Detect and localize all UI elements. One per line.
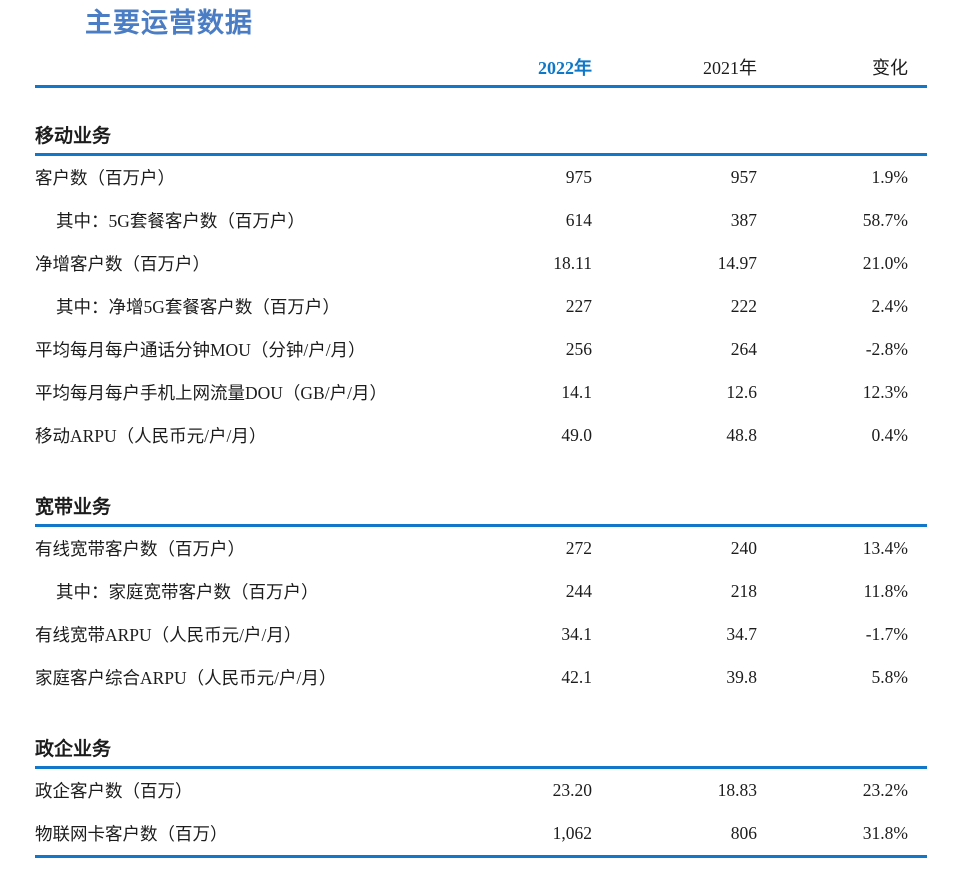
value-change: 11.8% xyxy=(863,581,908,602)
value-change: 12.3% xyxy=(862,382,908,403)
value-2021: 387 xyxy=(730,210,757,231)
table-row: 物联网卡客户数（百万） 1,062 806 31.8% xyxy=(35,812,927,855)
section-broadband: 宽带业务 有线宽带客户数（百万户） 272 240 13.4% 其中：家庭宽带客… xyxy=(35,497,927,699)
table-row: 家庭客户综合ARPU（人民币元/户/月） 42.1 39.8 5.8% xyxy=(35,656,927,699)
value-change: 21.0% xyxy=(862,253,908,274)
value-2021: 957 xyxy=(730,167,757,188)
report-page: 主要运营数据 2022年 2021年 变化 移动业务 客户数（百万户） 975 … xyxy=(35,8,927,859)
value-2021: 264 xyxy=(730,339,757,360)
row-label: 客户数（百万户） xyxy=(35,168,175,189)
table-row: 其中：5G套餐客户数（百万户） 614 387 58.7% xyxy=(35,199,927,242)
value-change: 23.2% xyxy=(862,780,908,801)
row-label: 其中：净增5G套餐客户数（百万户） xyxy=(56,297,340,318)
value-2021: 18.83 xyxy=(717,780,757,801)
section-enterprise: 政企业务 政企客户数（百万） 23.20 18.83 23.2% 物联网卡客户数… xyxy=(35,739,927,855)
value-2022: 227 xyxy=(565,296,592,317)
value-change: 13.4% xyxy=(862,538,908,559)
row-label: 家庭客户综合ARPU（人民币元/户/月） xyxy=(35,668,337,689)
value-2022: 49.0 xyxy=(561,425,592,446)
value-2021: 222 xyxy=(730,296,757,317)
value-2021: 12.6 xyxy=(726,382,757,403)
section-mobile: 移动业务 客户数（百万户） 975 957 1.9% 其中：5G套餐客户数（百万… xyxy=(35,126,927,457)
table-row: 平均每月每户通话分钟MOU（分钟/户/月） 256 264 -2.8% xyxy=(35,328,927,371)
section-title-broadband: 宽带业务 xyxy=(35,497,927,528)
column-header-2021: 2021年 xyxy=(703,58,757,79)
section-title-mobile: 移动业务 xyxy=(35,126,927,157)
value-2021: 34.7 xyxy=(726,624,757,645)
value-change: 1.9% xyxy=(871,167,908,188)
row-label: 物联网卡客户数（百万） xyxy=(35,824,228,845)
table-row: 有线宽带客户数（百万户） 272 240 13.4% xyxy=(35,527,927,570)
value-2021: 39.8 xyxy=(726,667,757,688)
row-label: 净增客户数（百万户） xyxy=(35,254,210,275)
row-label: 有线宽带客户数（百万户） xyxy=(35,539,245,560)
table-row: 客户数（百万户） 975 957 1.9% xyxy=(35,156,927,199)
value-2022: 244 xyxy=(565,581,592,602)
value-2022: 614 xyxy=(565,210,592,231)
value-2021: 806 xyxy=(730,823,757,844)
value-2022: 14.1 xyxy=(561,382,592,403)
value-change: 5.8% xyxy=(871,667,908,688)
value-change: -2.8% xyxy=(865,339,908,360)
value-change: 31.8% xyxy=(862,823,908,844)
value-change: 58.7% xyxy=(862,210,908,231)
value-2022: 272 xyxy=(565,538,592,559)
table-row: 移动ARPU（人民币元/户/月） 49.0 48.8 0.4% xyxy=(35,414,927,457)
value-2022: 18.11 xyxy=(553,253,592,274)
header-spacer xyxy=(35,79,432,85)
column-header-change: 变化 xyxy=(872,58,908,79)
row-label: 其中：家庭宽带客户数（百万户） xyxy=(56,582,319,603)
value-2022: 23.20 xyxy=(552,780,592,801)
table-row: 其中：净增5G套餐客户数（百万户） 227 222 2.4% xyxy=(35,285,927,328)
value-2022: 42.1 xyxy=(561,667,592,688)
page-title: 主要运营数据 xyxy=(85,8,253,38)
value-2021: 218 xyxy=(730,581,757,602)
value-change: -1.7% xyxy=(865,624,908,645)
value-2021: 48.8 xyxy=(726,425,757,446)
row-label: 平均每月每户手机上网流量DOU（GB/户/月） xyxy=(35,383,387,404)
value-2022: 975 xyxy=(565,167,592,188)
value-2022: 256 xyxy=(565,339,592,360)
row-label: 平均每月每户通话分钟MOU（分钟/户/月） xyxy=(35,340,366,361)
row-label: 其中：5G套餐客户数（百万户） xyxy=(56,211,305,232)
table-row: 政企客户数（百万） 23.20 18.83 23.2% xyxy=(35,769,927,812)
column-header-2022: 2022年 xyxy=(538,58,592,79)
table-row: 净增客户数（百万户） 18.11 14.97 21.0% xyxy=(35,242,927,285)
value-change: 0.4% xyxy=(871,425,908,446)
row-label: 政企客户数（百万） xyxy=(35,781,193,802)
table-bottom-rule xyxy=(35,855,927,859)
value-2022: 34.1 xyxy=(561,624,592,645)
table-row: 其中：家庭宽带客户数（百万户） 244 218 11.8% xyxy=(35,570,927,613)
value-change: 2.4% xyxy=(871,296,908,317)
row-label: 有线宽带ARPU（人民币元/户/月） xyxy=(35,625,302,646)
value-2021: 14.97 xyxy=(717,253,757,274)
row-label: 移动ARPU（人民币元/户/月） xyxy=(35,426,267,447)
table-header-row: 2022年 2021年 变化 xyxy=(35,57,927,89)
value-2022: 1,062 xyxy=(552,823,592,844)
table-row: 平均每月每户手机上网流量DOU（GB/户/月） 14.1 12.6 12.3% xyxy=(35,371,927,414)
value-2021: 240 xyxy=(730,538,757,559)
table-row: 有线宽带ARPU（人民币元/户/月） 34.1 34.7 -1.7% xyxy=(35,613,927,656)
section-title-enterprise: 政企业务 xyxy=(35,739,927,770)
